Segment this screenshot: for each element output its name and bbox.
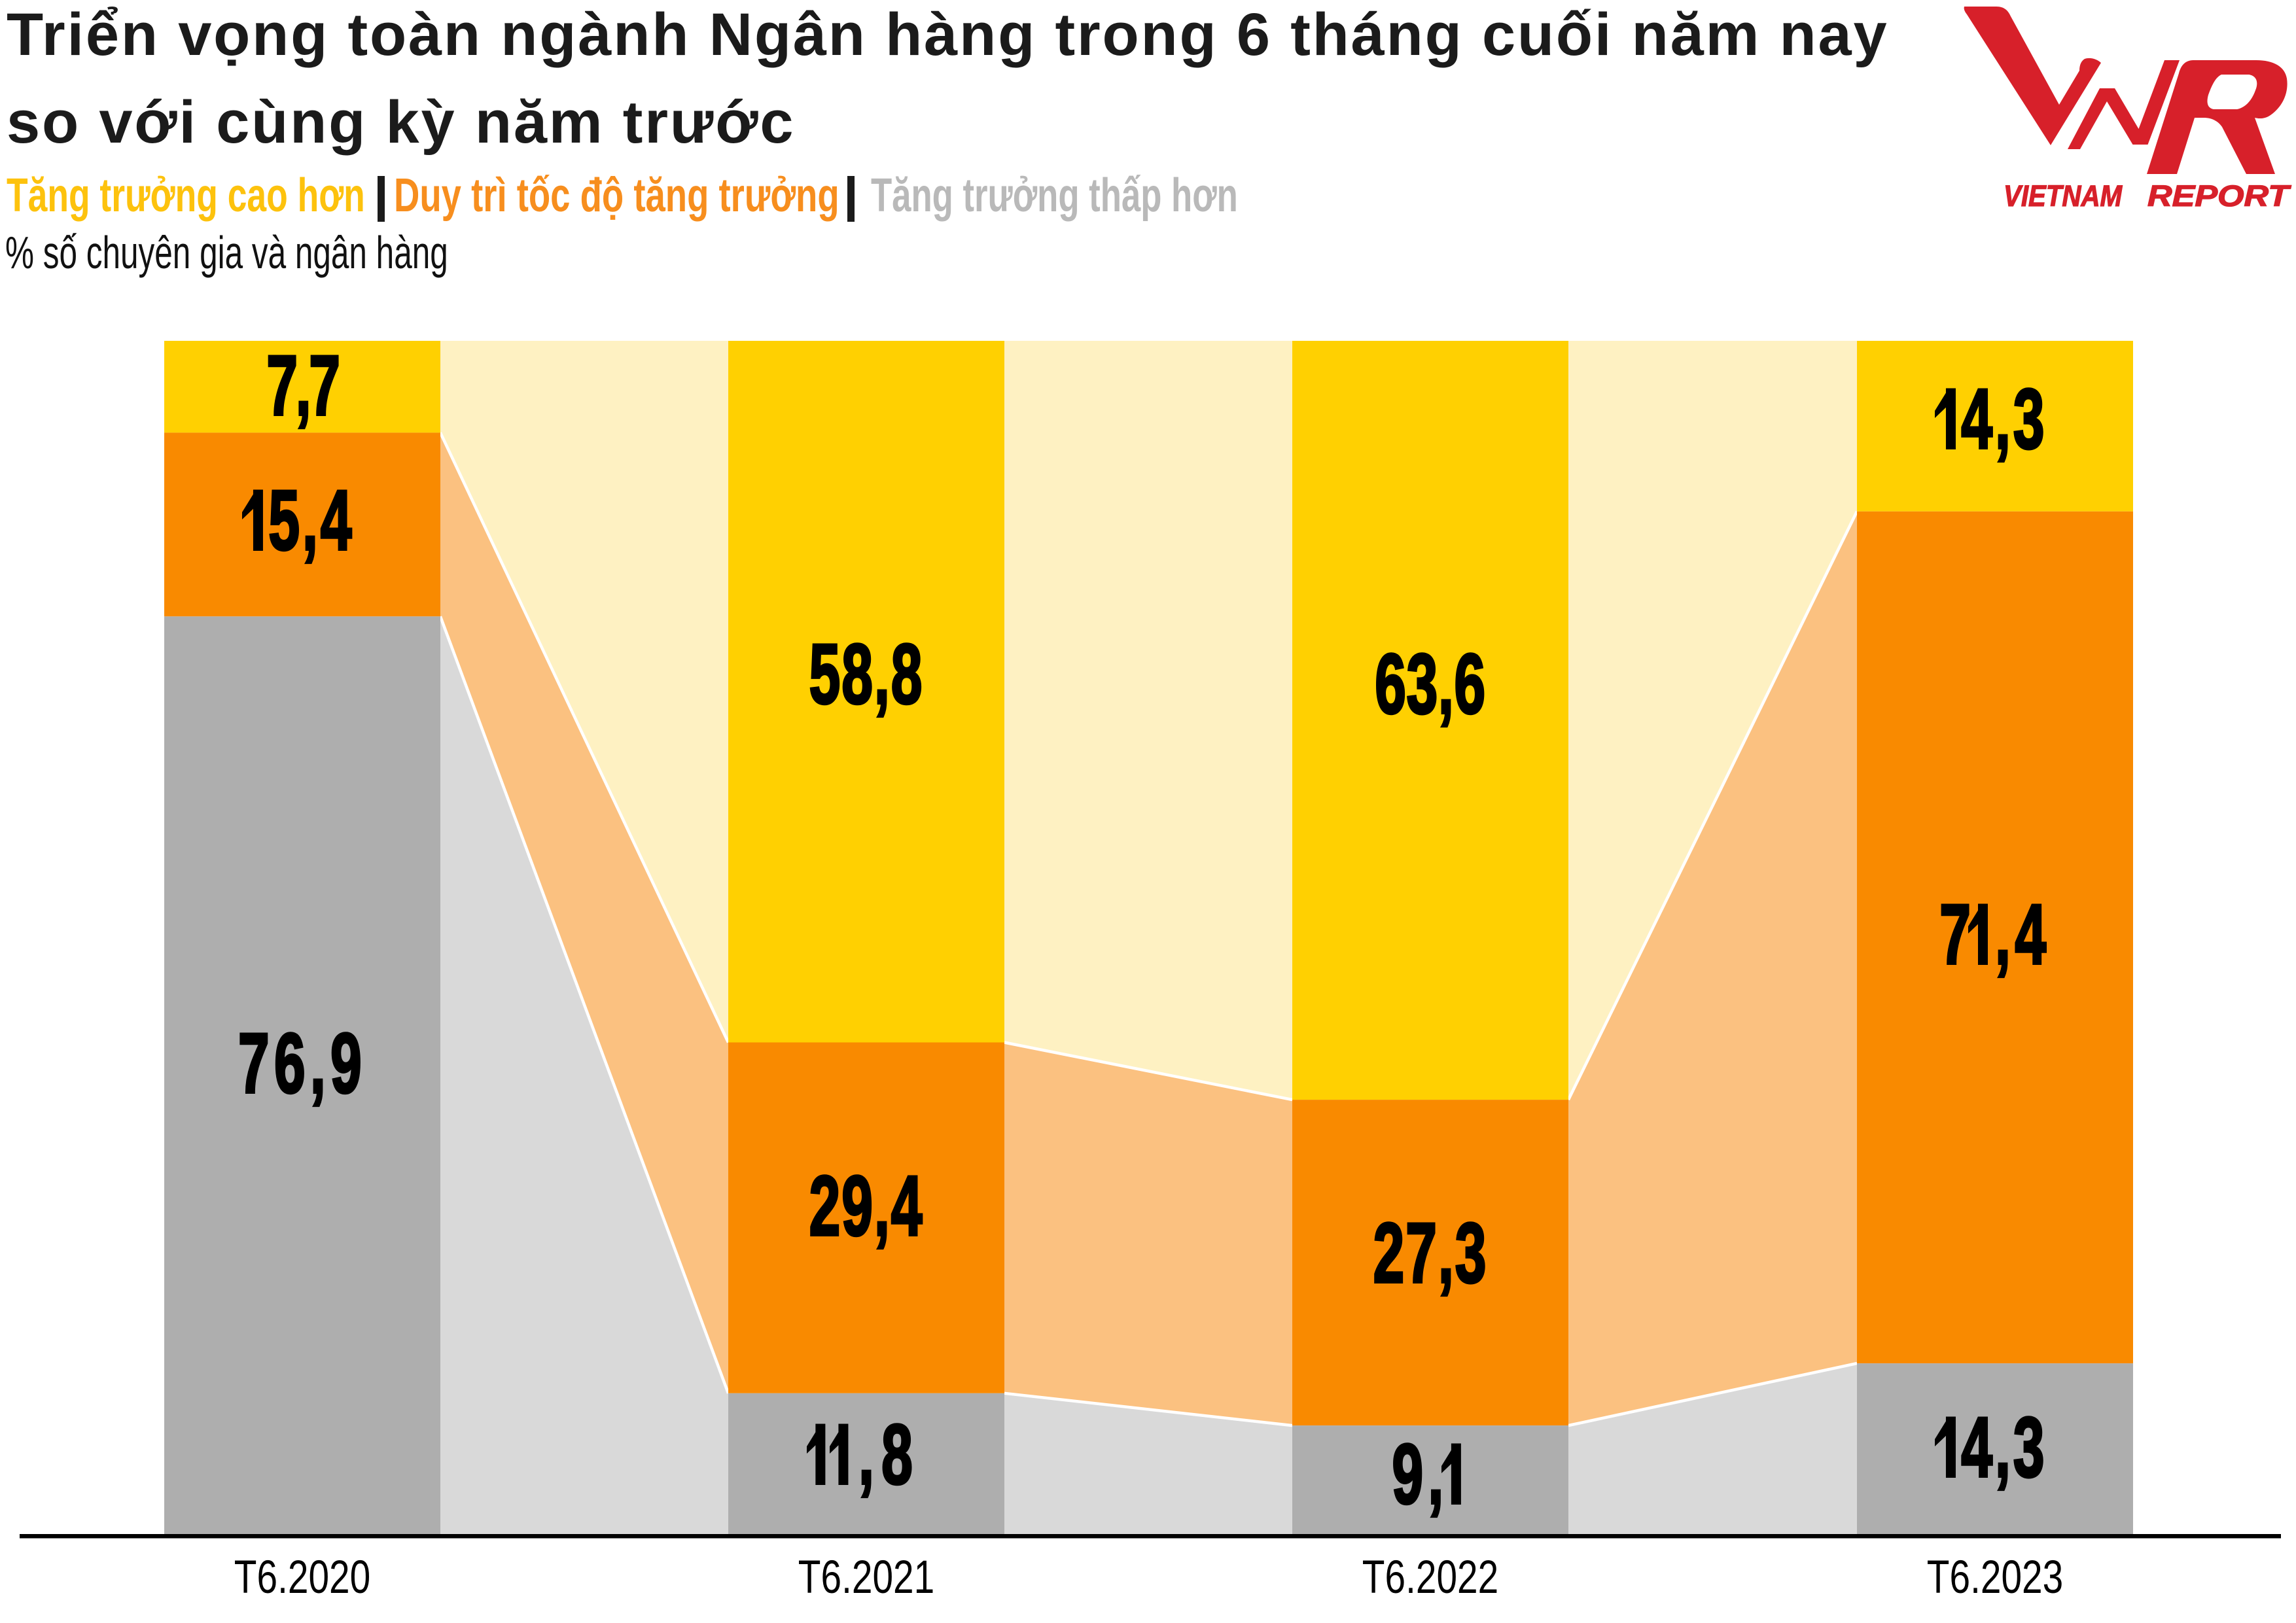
svg-text:VIETNAM: VIETNAM — [2004, 179, 2123, 213]
svg-text:so với cùng kỳ năm trước: so với cùng kỳ năm trước — [7, 89, 795, 156]
svg-text:58,8: 58,8 — [809, 627, 924, 722]
svg-text:Tăng trưởng cao hơn: Tăng trưởng cao hơn — [7, 169, 365, 222]
svg-text:63,6: 63,6 — [1375, 637, 1486, 731]
svg-text:I4,3: I4,3 — [1943, 372, 2047, 466]
svg-text:% số chuyên gia và ngân hàng: % số chuyên gia và ngân hàng — [5, 226, 448, 278]
svg-text:T6.2022: T6.2022 — [1362, 1551, 1498, 1603]
svg-text:II,8: II,8 — [813, 1407, 920, 1502]
svg-text:I5,4: I5,4 — [251, 473, 355, 568]
svg-text:REPORT: REPORT — [2147, 179, 2291, 213]
svg-text:Duy trì tốc độ tăng trưởng: Duy trì tốc độ tăng trưởng — [394, 169, 839, 222]
svg-text:76,9: 76,9 — [238, 1016, 366, 1111]
svg-text:29,4: 29,4 — [809, 1159, 924, 1253]
svg-text:7,7: 7,7 — [266, 338, 338, 433]
svg-text:T6.2023: T6.2023 — [1927, 1551, 2063, 1603]
svg-text:27,3: 27,3 — [1373, 1206, 1488, 1300]
svg-text:I4,3: I4,3 — [1943, 1400, 2047, 1495]
svg-text:Tăng trưởng thấp hơn: Tăng trưởng thấp hơn — [871, 169, 1238, 222]
svg-text:T6.2020: T6.2020 — [234, 1551, 370, 1603]
svg-text:Triển vọng toàn ngành Ngân hàn: Triển vọng toàn ngành Ngân hàng trong 6 … — [7, 1, 1889, 68]
svg-text:9,I: 9,I — [1392, 1427, 1468, 1522]
svg-text:T6.2021: T6.2021 — [798, 1551, 934, 1603]
svg-text:7I,4: 7I,4 — [1939, 887, 2050, 982]
